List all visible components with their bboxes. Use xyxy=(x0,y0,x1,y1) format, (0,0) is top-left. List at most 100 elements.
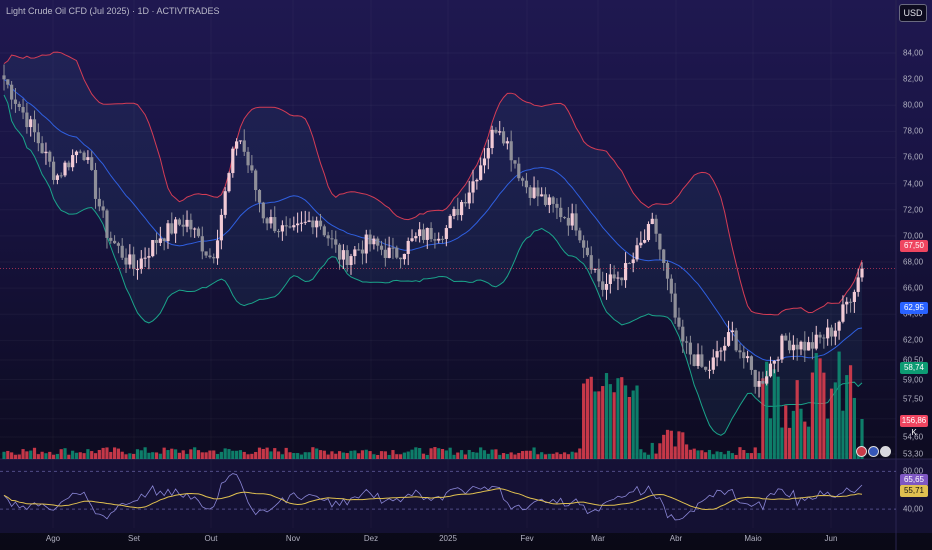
candle-body xyxy=(116,243,120,246)
candle-body xyxy=(650,218,654,225)
candle-body xyxy=(566,217,570,226)
volume-bar xyxy=(59,449,63,459)
candle-body xyxy=(112,240,117,244)
candle-body xyxy=(322,226,326,236)
rsi-line xyxy=(3,473,863,521)
candle-body xyxy=(418,229,422,237)
volume-bar xyxy=(425,454,429,459)
volume-bar xyxy=(51,454,56,459)
candle-body xyxy=(250,165,254,171)
candle-body xyxy=(383,249,387,258)
candle-body xyxy=(372,238,376,245)
candle-body xyxy=(174,219,178,234)
candle-body xyxy=(623,263,628,281)
event-flags[interactable] xyxy=(856,446,891,457)
volume-bar xyxy=(582,383,586,459)
volume-bar xyxy=(322,450,326,459)
volume-bar xyxy=(25,451,29,459)
candle-body xyxy=(273,217,277,232)
candle-body xyxy=(498,131,502,133)
volume-bar xyxy=(498,454,502,459)
volume-bar xyxy=(421,453,426,459)
volume-bar xyxy=(562,452,567,459)
volume-bar xyxy=(368,451,372,459)
volume-bar xyxy=(795,380,799,459)
price-tick-label: 66,00 xyxy=(903,283,924,293)
rsi-tick-label: 80,00 xyxy=(903,466,924,476)
volume-bar xyxy=(696,450,700,459)
candle-body xyxy=(810,342,815,349)
volume-bar xyxy=(730,453,734,459)
bollinger-lower-line xyxy=(3,94,863,436)
time-tick-label: Maio xyxy=(744,534,762,543)
candle-body xyxy=(71,155,75,168)
candle-body xyxy=(601,281,605,290)
bollinger-upper-line xyxy=(3,51,863,316)
volume-bar xyxy=(17,454,21,459)
volume-bar xyxy=(521,451,525,459)
volume-bar xyxy=(299,454,304,459)
volume-bar xyxy=(101,447,105,459)
currency-button[interactable]: USD xyxy=(899,4,927,22)
candle-body xyxy=(166,223,170,242)
volume-bar xyxy=(692,448,696,459)
candle-body xyxy=(463,202,468,204)
price-tick-label: 57,50 xyxy=(903,394,924,404)
volume-bar xyxy=(799,408,803,459)
candle-body xyxy=(414,236,418,239)
volume-bar xyxy=(726,450,731,459)
volume-bar xyxy=(555,452,559,459)
candle-body xyxy=(360,249,365,254)
candle-body xyxy=(257,190,262,203)
candle-body xyxy=(692,354,696,366)
flag-icon[interactable] xyxy=(856,446,867,457)
volume-bar xyxy=(707,449,712,459)
candle-body xyxy=(254,170,258,191)
price-tick-label: 64,00 xyxy=(903,309,924,319)
volume-bar xyxy=(13,454,18,459)
candle-body xyxy=(723,345,727,351)
volume-bar xyxy=(463,454,468,459)
candle-body xyxy=(36,132,40,144)
volume-bar xyxy=(456,452,460,459)
candle-body xyxy=(330,238,334,240)
candle-body xyxy=(730,330,734,333)
candle-body xyxy=(524,180,529,188)
candle-body xyxy=(612,274,616,279)
volume-bar xyxy=(196,450,201,459)
volume-bar xyxy=(200,452,204,459)
volume-bar xyxy=(21,449,25,459)
candle-body xyxy=(13,99,18,104)
volume-bar xyxy=(2,451,6,459)
lower-band-badge: 58,74 xyxy=(900,362,928,374)
volume-bar xyxy=(63,448,67,459)
candle-body xyxy=(448,215,452,229)
candle-body xyxy=(635,245,639,260)
volume-bar xyxy=(452,454,456,459)
volume-bar xyxy=(746,453,750,459)
candle-body xyxy=(402,253,406,260)
candle-body xyxy=(151,240,155,257)
candle-body xyxy=(128,254,132,265)
volume-bar xyxy=(803,421,807,459)
flag-icon[interactable] xyxy=(868,446,879,457)
candle-body xyxy=(456,209,460,216)
volume-bar xyxy=(597,391,601,459)
candle-body xyxy=(452,209,456,216)
candle-body xyxy=(848,301,853,303)
flag-icon[interactable] xyxy=(880,446,891,457)
candle-body xyxy=(101,206,105,211)
candle-body xyxy=(368,234,372,245)
candle-body xyxy=(105,210,109,238)
volume-bar xyxy=(303,452,307,459)
candle-body xyxy=(585,247,590,256)
volume-bar xyxy=(791,410,795,459)
candle-body xyxy=(421,229,426,240)
volume-bar xyxy=(532,447,536,459)
candle-body xyxy=(742,352,746,359)
volume-bar xyxy=(74,452,79,459)
volume-bar xyxy=(566,454,570,459)
symbol-title[interactable]: Light Crude Oil CFD (Jul 2025) · 1D · AC… xyxy=(6,6,220,16)
candle-body xyxy=(837,321,841,331)
